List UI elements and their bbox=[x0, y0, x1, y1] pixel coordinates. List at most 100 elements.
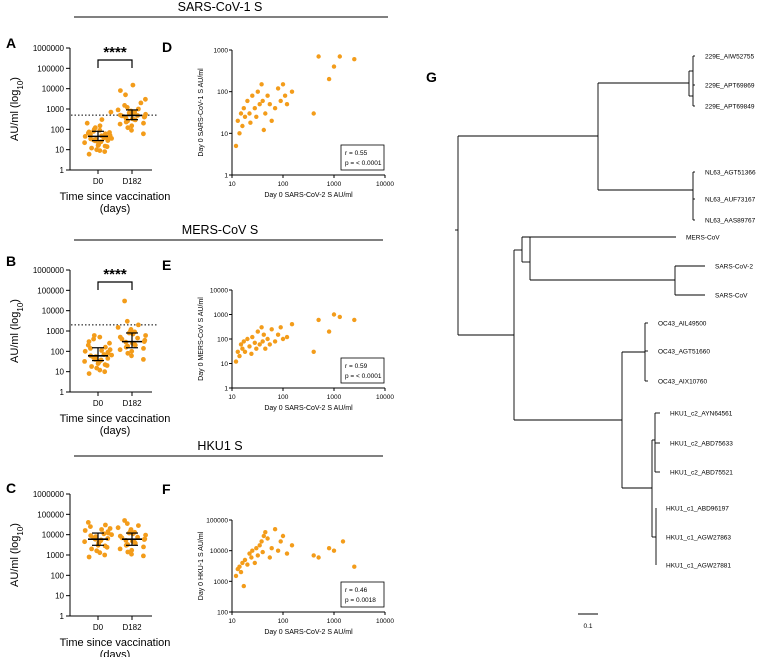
x-axis-label: Day 0 SARS-CoV-2 S AU/ml bbox=[264, 629, 353, 636]
data-point bbox=[102, 149, 108, 155]
data-point bbox=[238, 342, 244, 347]
data-point bbox=[102, 543, 108, 549]
data-point bbox=[245, 98, 250, 104]
y-tick-label: 10 bbox=[221, 131, 229, 138]
data-point bbox=[107, 347, 113, 353]
tree-leaf-label: 229E_APT69849 bbox=[705, 104, 755, 111]
data-point bbox=[237, 353, 242, 359]
data-point bbox=[284, 551, 290, 556]
tree-leaf-label: NL63_AAS89767 bbox=[705, 218, 756, 225]
data-point bbox=[337, 54, 342, 59]
data-point bbox=[331, 548, 337, 553]
data-point bbox=[143, 96, 148, 102]
data-point bbox=[129, 123, 135, 129]
y-tick-label: 100000 bbox=[37, 286, 64, 295]
data-point bbox=[86, 151, 92, 157]
data-point bbox=[88, 533, 94, 538]
data-point bbox=[238, 569, 244, 575]
data-point bbox=[82, 134, 88, 139]
data-point bbox=[86, 129, 92, 135]
data-point bbox=[257, 342, 262, 347]
y-tick-label: 10 bbox=[55, 146, 64, 155]
data-point bbox=[85, 520, 91, 525]
y-tick-label: 10000 bbox=[42, 531, 65, 540]
data-point bbox=[138, 100, 144, 106]
y-tick-label: 1 bbox=[60, 388, 65, 397]
data-point bbox=[136, 106, 141, 112]
data-point bbox=[260, 98, 265, 104]
data-point bbox=[129, 348, 135, 354]
data-point bbox=[94, 147, 100, 153]
data-point bbox=[136, 523, 141, 528]
stats-text: r = 0.55 bbox=[345, 150, 368, 157]
y-tick-label: 1 bbox=[224, 173, 228, 180]
data-point bbox=[254, 346, 259, 351]
x-tick-label: D182 bbox=[122, 623, 142, 632]
data-point bbox=[142, 337, 148, 343]
data-point bbox=[272, 106, 278, 111]
data-point bbox=[260, 339, 265, 344]
data-point bbox=[242, 557, 248, 563]
data-point bbox=[99, 117, 105, 122]
data-point bbox=[241, 106, 246, 111]
data-point bbox=[250, 548, 255, 553]
y-tick-label: 100000 bbox=[37, 510, 64, 519]
data-point bbox=[136, 322, 141, 328]
data-point bbox=[91, 333, 97, 338]
data-point bbox=[89, 145, 94, 151]
data-point bbox=[337, 314, 342, 320]
x-tick-label: D0 bbox=[93, 177, 104, 186]
data-point bbox=[125, 549, 131, 555]
data-point bbox=[89, 546, 94, 552]
data-point bbox=[94, 548, 100, 554]
data-point bbox=[82, 359, 87, 364]
x-axis-label: (days) bbox=[100, 425, 131, 437]
data-point bbox=[115, 525, 121, 531]
y-tick-label: 1000000 bbox=[33, 266, 65, 275]
tree-leaf-label: OC43_AGT51660 bbox=[658, 349, 710, 356]
data-point bbox=[242, 114, 248, 120]
data-point bbox=[254, 546, 259, 551]
panel-label-b: B bbox=[6, 253, 16, 269]
data-point bbox=[261, 127, 266, 133]
x-tick-label: D0 bbox=[93, 623, 104, 632]
x-tick-label: 10 bbox=[228, 618, 236, 625]
data-point bbox=[275, 332, 281, 337]
significance-label: **** bbox=[103, 44, 127, 61]
tree-leaf-label: HKU1_c1_AGW27881 bbox=[666, 563, 731, 570]
data-point bbox=[143, 333, 149, 338]
data-point bbox=[316, 317, 321, 323]
data-point bbox=[97, 334, 103, 340]
data-point bbox=[107, 130, 112, 135]
scale-bar-label: 0.1 bbox=[583, 623, 592, 630]
data-point bbox=[252, 106, 257, 111]
data-point bbox=[129, 551, 134, 557]
x-tick-label: 10 bbox=[228, 181, 236, 188]
data-point bbox=[247, 551, 252, 556]
data-point bbox=[261, 332, 266, 337]
data-point bbox=[125, 350, 131, 356]
data-point bbox=[122, 518, 127, 523]
data-point bbox=[102, 552, 108, 558]
data-point bbox=[129, 127, 134, 133]
data-point bbox=[269, 327, 274, 332]
data-point bbox=[141, 544, 146, 550]
x-axis-label: Time since vaccination bbox=[60, 637, 171, 649]
data-point bbox=[240, 560, 245, 566]
data-point bbox=[331, 312, 337, 317]
data-point bbox=[88, 524, 93, 529]
panel-label-c: C bbox=[6, 480, 16, 496]
data-point bbox=[263, 346, 268, 351]
data-point bbox=[143, 532, 149, 538]
data-point bbox=[117, 546, 123, 552]
dotplot-a: 1 10 100 1000 10000 100000 1000000 D0 D182 Time s… bbox=[9, 44, 170, 215]
x-tick-label: D182 bbox=[122, 177, 142, 186]
x-axis-label: (days) bbox=[100, 203, 131, 215]
phylogenetic-tree: 229E_AIW52755 229E_APT69869 229E_APT69849 N… bbox=[455, 54, 756, 630]
y-tick-label: 10000 bbox=[210, 548, 228, 555]
data-point bbox=[99, 348, 104, 353]
data-point bbox=[233, 359, 239, 364]
